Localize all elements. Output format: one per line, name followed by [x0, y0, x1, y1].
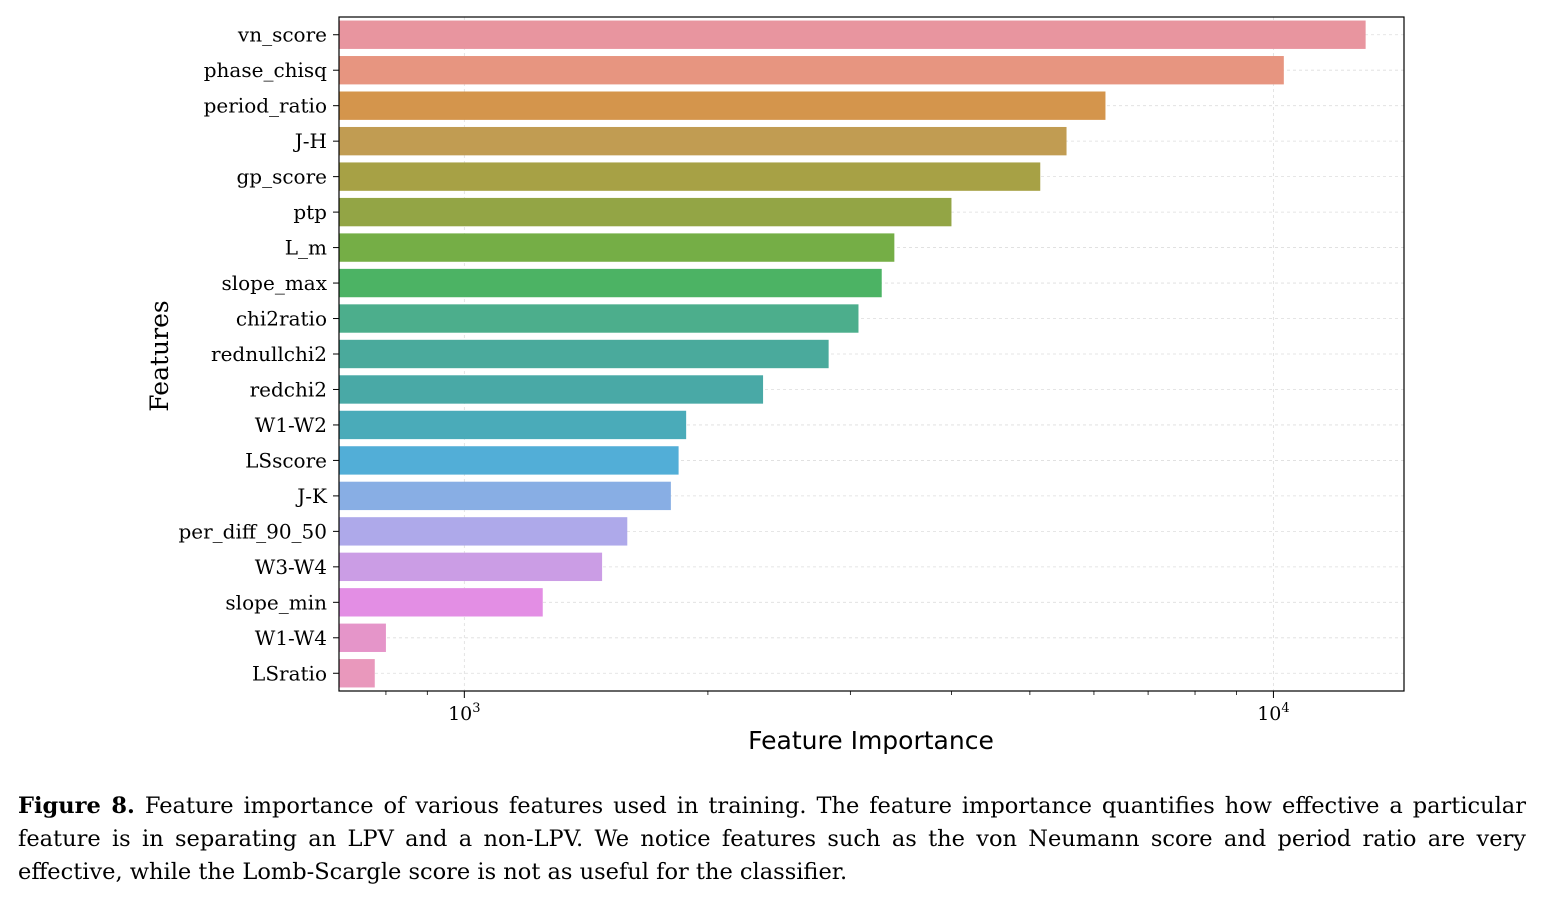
bar-LSratio [339, 659, 375, 688]
bar-period_ratio [339, 91, 1106, 120]
plot-frame [338, 16, 1405, 692]
bar-phase_chisq [339, 56, 1284, 85]
y-tick-label-chi2ratio: chi2ratio [236, 307, 327, 331]
feature-importance-chart: vn_score phase_chisq period_ratio J-H gp_sco… [145, 16, 1405, 755]
x-axis-ticks: 103 104 [385, 691, 1290, 725]
x-tick-label: 104 [1257, 701, 1289, 725]
bar-gp_score [339, 162, 1041, 191]
y-tick-label-J-K: J-K [295, 484, 328, 508]
bar-vn_score [339, 20, 1366, 49]
y-tick-label-redchi2: redchi2 [250, 377, 327, 401]
bar-W1-W2 [339, 410, 687, 440]
bar-J-K [339, 481, 671, 511]
bar-LSscore [339, 446, 679, 475]
y-axis-label: Features [145, 300, 174, 411]
bar-W3-W4 [339, 552, 603, 582]
caption-label: Figure 8. [18, 793, 135, 819]
y-tick-label-ptp: ptp [293, 200, 327, 224]
bar-chi2ratio [339, 304, 859, 333]
y-tick-label-gp_score: gp_score [236, 165, 327, 189]
x-axis-label: Feature Importance [748, 726, 994, 755]
y-tick-label-LSscore: LSscore [245, 448, 327, 472]
bar-per_diff_90_50 [339, 517, 628, 546]
bar-rednullchi2 [339, 339, 829, 369]
y-tick-label-L_m: L_m [285, 236, 327, 260]
bar-J-H [339, 126, 1067, 156]
bar-W1-W4 [339, 623, 386, 652]
figure-caption: Figure 8. Feature importance of various … [18, 790, 1526, 889]
bar-redchi2 [339, 375, 764, 404]
bar-L_m [339, 233, 895, 262]
bar-slope_min [339, 588, 543, 617]
y-tick-label-rednullchi2: rednullchi2 [211, 342, 327, 366]
y-tick-label-slope_min: slope_min [225, 590, 327, 614]
y-tick-label-W1-W4: W1-W4 [255, 626, 327, 650]
x-tick-label: 103 [448, 701, 480, 725]
y-axis-ticks: vn_score phase_chisq period_ratio J-H gp_sco… [178, 23, 339, 685]
y-tick-label-per_diff_90_50: per_diff_90_50 [178, 519, 327, 543]
y-tick-label-LSratio: LSratio [252, 661, 327, 685]
y-tick-label-vn_score: vn_score [237, 23, 327, 47]
caption-text: Feature importance of various features u… [18, 793, 1526, 885]
y-tick-label-phase_chisq: phase_chisq [204, 58, 327, 82]
y-tick-label-W3-W4: W3-W4 [255, 555, 327, 579]
bar-ptp [339, 197, 952, 227]
y-tick-label-J-H: J-H [293, 129, 327, 153]
y-tick-label-slope_max: slope_max [221, 271, 327, 295]
bar-slope_max [339, 268, 882, 298]
y-tick-label-W1-W2: W1-W2 [255, 413, 327, 437]
y-tick-label-period_ratio: period_ratio [204, 94, 327, 118]
bar-layer [339, 20, 1366, 688]
